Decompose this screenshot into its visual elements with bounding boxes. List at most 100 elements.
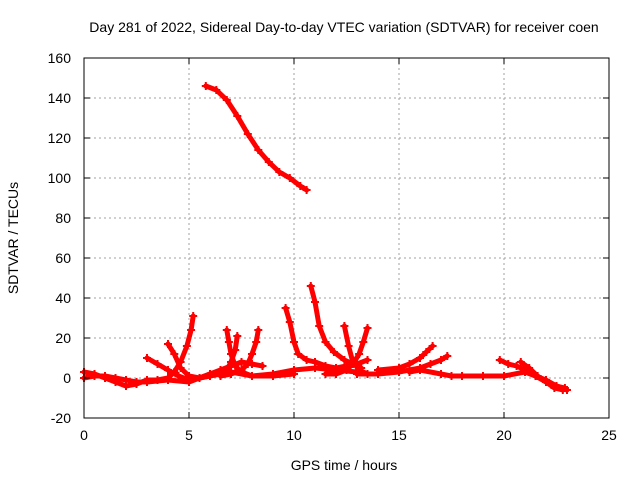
data-point — [426, 360, 435, 368]
x-tick-label: 5 — [185, 427, 193, 443]
data-point — [216, 372, 225, 380]
x-tick-label: 25 — [601, 427, 617, 443]
data-point — [340, 322, 349, 330]
y-tick-label: 80 — [55, 210, 71, 226]
data-point — [374, 366, 382, 374]
data-point — [405, 360, 414, 368]
data-point — [321, 338, 330, 346]
data-point — [311, 358, 319, 366]
data-point — [416, 354, 424, 362]
data-point — [302, 186, 311, 194]
plot-frame — [83, 57, 610, 419]
data-point — [231, 346, 240, 354]
data-point — [90, 372, 99, 380]
data-point — [395, 364, 403, 372]
data-point — [516, 358, 525, 366]
x-axis-label: GPS time / hours — [291, 457, 398, 473]
data-point — [558, 386, 567, 394]
data-point — [227, 368, 235, 376]
data-point — [416, 366, 424, 374]
data-point — [243, 360, 252, 368]
data-point — [290, 366, 298, 374]
data-point — [252, 338, 261, 346]
data-point — [233, 112, 242, 120]
data-point — [443, 352, 452, 360]
y-tick-label: 40 — [55, 290, 71, 306]
x-tick-label: 0 — [80, 427, 88, 443]
data-point — [258, 362, 267, 370]
data-point — [201, 82, 210, 90]
data-point — [243, 130, 252, 138]
data-point — [212, 86, 221, 94]
y-tick-label: 60 — [55, 250, 71, 266]
series-layer — [80, 82, 571, 394]
grid-layer — [84, 58, 609, 418]
data-point — [437, 370, 445, 378]
data-point — [359, 338, 368, 346]
data-point — [248, 372, 256, 380]
data-point — [164, 340, 172, 348]
data-point — [285, 174, 294, 182]
data-point — [222, 326, 231, 334]
data-point — [231, 362, 240, 370]
data-point — [329, 348, 338, 356]
data-point — [285, 318, 294, 326]
data-point — [281, 304, 290, 312]
data-point — [164, 366, 172, 374]
data-point — [302, 356, 311, 364]
data-point — [170, 350, 179, 358]
data-point — [340, 356, 349, 364]
data-point — [542, 378, 550, 386]
x-tick-label: 15 — [391, 427, 407, 443]
data-point — [315, 322, 324, 330]
data-point — [422, 348, 431, 356]
y-tick-label: 0 — [63, 370, 71, 386]
data-point — [143, 378, 151, 386]
data-point — [111, 374, 120, 382]
data-point — [525, 364, 534, 372]
data-point — [495, 356, 504, 364]
data-point — [294, 350, 303, 358]
data-point — [237, 358, 246, 366]
x-tick-label: 10 — [286, 427, 302, 443]
data-point — [264, 158, 273, 166]
data-point — [504, 360, 513, 368]
data-point — [479, 372, 487, 380]
data-point — [437, 356, 445, 364]
data-point — [353, 370, 361, 378]
data-point — [533, 372, 542, 380]
data-point — [153, 376, 162, 384]
data-point — [170, 368, 179, 376]
data-point — [290, 338, 298, 346]
data-point — [224, 338, 233, 346]
data-point — [254, 326, 263, 334]
data-point — [275, 168, 284, 176]
y-tick-label: 120 — [48, 130, 72, 146]
data-point — [332, 364, 340, 372]
data-point — [153, 360, 162, 368]
data-point — [233, 332, 242, 340]
data-point — [311, 298, 319, 306]
chart-title: Day 281 of 2022, Sidereal Day-to-day VTE… — [89, 19, 598, 35]
data-point — [458, 372, 466, 380]
series-track-3 — [81, 373, 202, 385]
data-point — [296, 182, 305, 190]
data-point — [143, 354, 151, 362]
data-point — [353, 360, 361, 368]
data-point — [182, 342, 191, 350]
data-point — [500, 372, 508, 380]
y-tick-label: 160 — [48, 50, 72, 66]
y-tick-label: 100 — [48, 170, 72, 186]
data-point — [101, 372, 109, 380]
y-tick-label: -20 — [51, 410, 71, 426]
data-point — [321, 362, 330, 370]
data-point — [195, 374, 204, 382]
data-point — [174, 372, 183, 380]
tick-layer: 0 5 10 15 20 25 -20 0 20 40 60 80 100 120 140 160 — [48, 50, 617, 443]
data-point — [164, 374, 172, 382]
data-point — [344, 342, 353, 350]
y-axis-label: SDTVAR / TECUs — [5, 182, 21, 294]
data-point — [321, 370, 330, 378]
data-point — [206, 372, 214, 380]
